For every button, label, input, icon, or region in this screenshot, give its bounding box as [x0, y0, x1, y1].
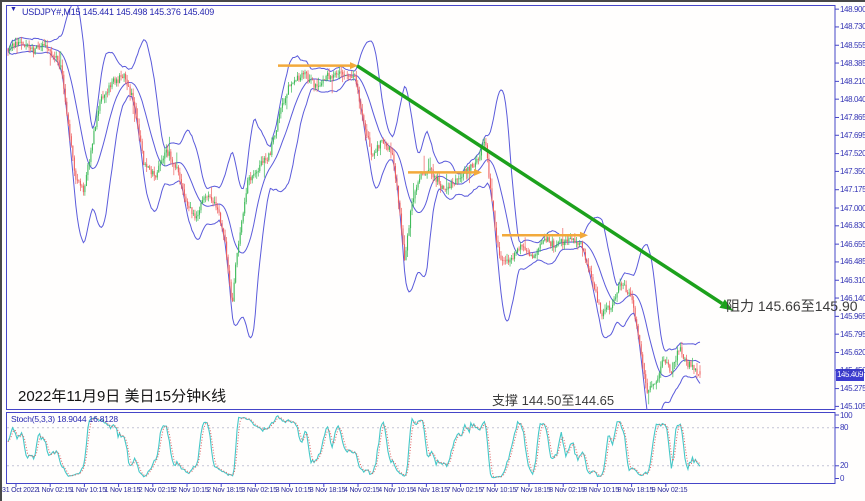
- price-tick-label: 146.310: [840, 275, 865, 285]
- time-tick-label: 1 Nov 02:15: [36, 487, 72, 494]
- time-tick-label: 8 Nov 10:15: [583, 487, 619, 494]
- time-tick-label: 4 Nov 02:15: [344, 487, 380, 494]
- symbol-dropdown-icon[interactable]: ▼: [10, 6, 17, 13]
- time-tick-label: 1 Nov 10:15: [70, 487, 106, 494]
- price-tick-label: 148.210: [840, 76, 865, 86]
- price-tick-label: 148.385: [840, 58, 865, 68]
- price-tick-label: 148.730: [840, 22, 865, 32]
- time-tick-label: 7 Nov 10:15: [480, 487, 517, 494]
- price-tick-label: 146.140: [840, 293, 865, 303]
- time-tick-label: 8 Nov 02:15: [549, 487, 585, 494]
- date-annotation: 2022年11月9日 美日15分钟K线: [18, 388, 227, 405]
- time-tick-label: 7 Nov 02:15: [446, 487, 483, 494]
- time-tick-label: 3 Nov 10:15: [275, 487, 312, 494]
- price-tick-label: 145.795: [840, 329, 865, 339]
- price-tick-label: 147.865: [840, 112, 865, 122]
- price-tick-label: 148.555: [840, 40, 865, 50]
- price-tick-label: 145.105: [840, 401, 865, 411]
- time-tick-label: 2 Nov 18:15: [207, 487, 243, 494]
- indicator-label: Stoch(5,3,3) 18.9044 16.8128: [11, 414, 118, 424]
- price-tick-label: 147.520: [840, 149, 865, 159]
- price-tick-label: 145.620: [840, 347, 865, 357]
- ohlc-readout: 145.441 145.498 145.376 145.409: [82, 7, 215, 17]
- time-tick-label: 2 Nov 02:15: [138, 487, 175, 494]
- price-tick-label: 148.900: [840, 4, 865, 14]
- price-tick-label: 145.275: [840, 384, 865, 394]
- price-tick-label: 147.000: [840, 203, 865, 213]
- stoch-tick-label: 20: [840, 461, 849, 471]
- price-tick-label: 147.175: [840, 185, 865, 195]
- price-tick-label: 147.350: [840, 166, 865, 176]
- price-tick-label: 146.655: [840, 239, 865, 249]
- stoch-tick-label: 80: [840, 423, 849, 433]
- support-annotation: 支撑 144.50至144.65: [492, 393, 615, 408]
- time-tick-label: 8 Nov 18:15: [617, 487, 654, 494]
- price-tick-label: 145.965: [840, 311, 865, 321]
- time-tick-label: 4 Nov 10:15: [378, 487, 414, 494]
- symbol-period-label: USDJPY#,M15: [22, 7, 81, 17]
- price-tick-label: 147.695: [840, 130, 865, 140]
- time-tick-label: 2 Nov 10:15: [173, 487, 209, 494]
- indicator-values: 18.9044 16.8128: [57, 414, 118, 424]
- indicator-name: Stoch(5,3,3): [11, 414, 55, 424]
- stoch-tick-label: 100: [840, 410, 853, 420]
- price-tick-label: 148.040: [840, 94, 865, 104]
- price-tick-label: 146.830: [840, 221, 865, 231]
- stoch-tick-label: 0: [840, 474, 845, 483]
- resistance-annotation: 阻力 145.66至145.90: [726, 298, 858, 314]
- current-price-box: 145.409: [836, 368, 864, 381]
- time-tick-label: 1 Nov 18:15: [104, 487, 141, 494]
- time-tick-label: 9 Nov 02:15: [651, 487, 688, 494]
- time-tick-label: 3 Nov 02:15: [241, 487, 277, 494]
- chart-title: USDJPY#,M15 145.441 145.498 145.376 145.…: [22, 7, 214, 17]
- time-tick-label: 3 Nov 18:15: [309, 487, 346, 494]
- time-tick-label: 7 Nov 18:15: [515, 487, 551, 494]
- time-tick-label: 31 Oct 2022: [2, 487, 38, 494]
- time-tick-label: 4 Nov 18:15: [412, 487, 448, 494]
- price-tick-label: 145.450: [840, 365, 865, 375]
- price-tick-label: 146.485: [840, 257, 865, 267]
